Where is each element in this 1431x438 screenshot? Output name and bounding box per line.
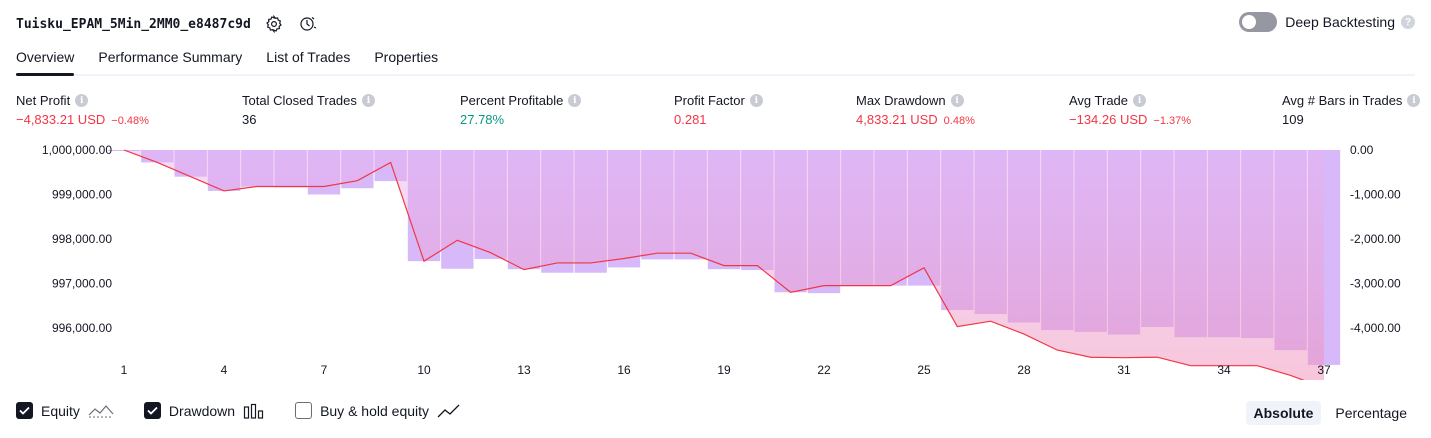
- x-axis-tick: 13: [517, 363, 531, 377]
- right-axis-tick: -4,000.00: [1350, 321, 1401, 335]
- info-icon[interactable]: i: [749, 94, 763, 107]
- percentage-button[interactable]: Percentage: [1335, 405, 1407, 421]
- legend-equity[interactable]: Equity: [16, 402, 114, 419]
- drawdown-checkbox[interactable]: [143, 402, 161, 419]
- stat-sub: −1.37%: [1153, 115, 1192, 127]
- drawdown-bars-icon: [243, 403, 265, 419]
- right-axis-tick: 0.00: [1350, 143, 1374, 157]
- stat-value: 27.78%: [460, 112, 505, 127]
- info-icon[interactable]: i: [1133, 94, 1147, 107]
- x-axis-tick: 16: [617, 363, 631, 377]
- x-axis-tick: 28: [1017, 363, 1031, 377]
- left-axis-tick: 999,000.00: [52, 187, 112, 201]
- stat-value: 4,833.21 USD: [856, 112, 938, 127]
- stat-label: Avg Trade: [1069, 93, 1129, 108]
- tab-performance-summary[interactable]: Performance Summary: [98, 49, 243, 65]
- stat-avg-trade: Avg Trade i −134.26 USD −1.37%: [1069, 93, 1191, 127]
- legend-buy-hold[interactable]: Buy & hold equity: [295, 402, 461, 419]
- info-icon[interactable]: i: [568, 94, 582, 107]
- stat-value: 0.281: [674, 112, 707, 127]
- stats-row: Net Profit i −4,833.21 USD −0.48% Total Cl…: [16, 93, 1421, 133]
- report-header: Tuisku_EPAM_5Min_2MM0_e8487c9d: [16, 10, 319, 38]
- x-axis-tick: 34: [1217, 363, 1231, 377]
- stat-value: 109: [1282, 112, 1304, 127]
- stat-value: −134.26 USD: [1069, 112, 1148, 127]
- info-icon[interactable]: i: [75, 94, 89, 107]
- legend-drawdown[interactable]: Drawdown: [143, 402, 265, 419]
- stat-label: Max Drawdown: [856, 93, 946, 108]
- equity-line-icon: [88, 403, 114, 419]
- info-icon[interactable]: i: [1407, 94, 1421, 107]
- strategy-title: Tuisku_EPAM_5Min_2MM0_e8487c9d: [16, 16, 251, 32]
- right-axis-tick: -3,000.00: [1350, 276, 1401, 290]
- stat-total-closed-trades: Total Closed Trades i 36: [242, 93, 375, 127]
- left-axis-tick: 997,000.00: [52, 276, 112, 290]
- chart-legend: Equity Drawdown Buy & hold equity: [16, 402, 491, 419]
- stat-label: Avg # Bars in Trades: [1282, 93, 1403, 108]
- stat-max-drawdown: Max Drawdown i 4,833.21 USD 0.48%: [856, 93, 975, 127]
- equity-chart[interactable]: 1,000,000.00 999,000.00 998,000.00 997,000.…: [0, 138, 1431, 380]
- buy-hold-line-icon: [437, 403, 461, 419]
- stat-label: Total Closed Trades: [242, 93, 357, 108]
- stat-profit-factor: Profit Factor i 0.281: [674, 93, 763, 127]
- x-axis-tick: 37: [1317, 363, 1331, 377]
- x-axis-tick: 10: [417, 363, 431, 377]
- help-icon[interactable]: ?: [1401, 15, 1415, 29]
- stat-label: Profit Factor: [674, 93, 745, 108]
- left-axis-tick: 1,000,000.00: [42, 143, 112, 157]
- x-axis-tick: 1: [121, 363, 128, 377]
- x-axis-tick: 19: [717, 363, 731, 377]
- deep-backtesting-toggle[interactable]: [1239, 12, 1278, 32]
- stat-sub: 0.48%: [943, 115, 975, 127]
- stat-value: 36: [242, 112, 257, 127]
- deep-backtesting-label: Deep Backtesting: [1285, 14, 1395, 30]
- info-icon[interactable]: i: [950, 94, 964, 107]
- legend-label: Equity: [41, 402, 80, 419]
- tab-overview[interactable]: Overview: [16, 44, 75, 76]
- equity-line: [123, 149, 1305, 380]
- stat-label: Percent Profitable: [460, 93, 564, 108]
- right-axis-tick: -1,000.00: [1350, 187, 1401, 201]
- stat-percent-profitable: Percent Profitable i 27.78%: [460, 93, 582, 127]
- settings-icon[interactable]: [263, 13, 285, 35]
- equity-checkbox[interactable]: [16, 402, 33, 419]
- tab-properties[interactable]: Properties: [374, 49, 439, 65]
- legend-label: Drawdown: [168, 402, 236, 419]
- stat-net-profit: Net Profit i −4,833.21 USD −0.48%: [16, 93, 149, 127]
- x-axis-tick: 4: [221, 363, 228, 377]
- scale-mode: Absolute Percentage: [1240, 401, 1416, 425]
- left-axis-tick: 996,000.00: [52, 321, 112, 335]
- deep-backtesting: Deep Backtesting ?: [1239, 12, 1415, 32]
- tab-list-of-trades[interactable]: List of Trades: [266, 49, 351, 65]
- x-axis-tick: 22: [817, 363, 831, 377]
- source-code-icon[interactable]: [297, 13, 319, 35]
- stat-label: Net Profit: [16, 93, 71, 108]
- x-axis-tick: 7: [321, 363, 328, 377]
- x-axis-tick: 31: [1117, 363, 1131, 377]
- buy-hold-checkbox[interactable]: [295, 402, 313, 419]
- info-icon[interactable]: i: [361, 94, 375, 107]
- stat-value: −4,833.21 USD: [16, 112, 106, 127]
- stat-avg-bars: Avg # Bars in Trades i 109: [1282, 93, 1421, 127]
- right-axis-tick: -2,000.00: [1350, 232, 1401, 246]
- stat-sub: −0.48%: [111, 115, 149, 127]
- legend-label: Buy & hold equity: [320, 402, 430, 419]
- absolute-button[interactable]: Absolute: [1245, 401, 1322, 425]
- x-axis-tick: 25: [917, 363, 931, 377]
- report-tabs: Overview Performance Summary List of Tra…: [16, 44, 1415, 76]
- left-axis-tick: 998,000.00: [52, 232, 112, 246]
